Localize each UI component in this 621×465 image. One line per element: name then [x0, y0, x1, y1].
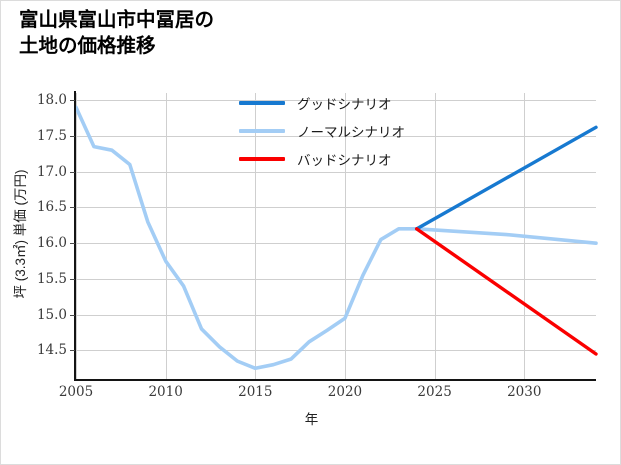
x-axis-title: 年	[304, 412, 319, 427]
y-axis-tick-label: 16.5	[36, 199, 67, 216]
y-axis-tick-mark	[70, 278, 75, 280]
gridline-horizontal	[76, 243, 596, 245]
y-axis-tick-mark	[70, 350, 75, 352]
legend-item-bad[interactable]: バッドシナリオ	[239, 145, 459, 173]
gridline-horizontal	[76, 350, 596, 352]
series-line-bad	[414, 227, 598, 356]
y-axis-tick-label: 17.5	[36, 127, 67, 144]
y-axis-tick-label: 15.0	[36, 306, 67, 323]
gridline-vertical	[344, 93, 346, 379]
x-axis-tick-label: 2025	[417, 384, 452, 400]
gridline-horizontal	[76, 278, 596, 280]
legend-swatch-icon	[239, 129, 285, 133]
gridline-vertical	[76, 93, 77, 379]
x-axis-tick-label: 2020	[327, 384, 363, 400]
legend-item-normal[interactable]: ノーマルシナリオ	[239, 117, 459, 145]
gridline-vertical	[255, 93, 257, 379]
page-title: 富山県富山市中冨居の 土地の価格推移	[19, 9, 215, 57]
y-axis-tick-label: 18.0	[36, 92, 67, 109]
plot-area	[74, 93, 598, 379]
gridline-vertical	[434, 93, 436, 379]
series-line-normal	[74, 105, 598, 371]
gridline-horizontal	[76, 135, 596, 137]
y-axis-tick-mark	[70, 100, 75, 102]
y-axis-tick-label: 17.0	[36, 163, 67, 180]
x-axis-tick-label: 2010	[148, 384, 183, 400]
x-axis-tick-label: 2015	[238, 384, 273, 400]
y-axis-title: 坪 (3.3㎡) 単価 (万円)	[13, 169, 28, 299]
series-line-good	[414, 125, 598, 231]
x-axis-spine	[74, 379, 596, 381]
x-axis-tick-label: 2005	[58, 384, 94, 400]
gridline-vertical	[165, 93, 167, 379]
y-axis-tick-mark	[70, 314, 75, 316]
gridline-horizontal	[76, 207, 596, 209]
legend-swatch-icon	[239, 101, 285, 105]
chart-legend: グッドシナリオ ノーマルシナリオ バッドシナリオ	[239, 89, 459, 173]
legend-item-label: バッドシナリオ	[297, 153, 392, 168]
y-axis-tick-mark	[70, 207, 75, 209]
legend-item-label: ノーマルシナリオ	[297, 125, 405, 140]
y-axis-tick-mark	[70, 171, 75, 173]
y-axis-tick-label: 16.0	[36, 235, 67, 252]
gridline-horizontal	[76, 100, 596, 102]
legend-item-label: グッドシナリオ	[297, 97, 392, 112]
legend-swatch-icon	[239, 157, 285, 161]
gridline-horizontal	[76, 314, 596, 316]
legend-item-good[interactable]: グッドシナリオ	[239, 89, 459, 117]
gridline-horizontal	[76, 171, 596, 173]
x-axis-tick-label: 2030	[507, 384, 542, 400]
y-axis-tick-mark	[70, 135, 75, 137]
y-axis-tick-label: 14.5	[36, 342, 67, 359]
y-axis-tick-label: 15.5	[36, 270, 67, 287]
data-series-layer	[74, 105, 598, 371]
y-axis-spine	[74, 91, 76, 381]
y-axis-tick-mark	[70, 243, 75, 245]
